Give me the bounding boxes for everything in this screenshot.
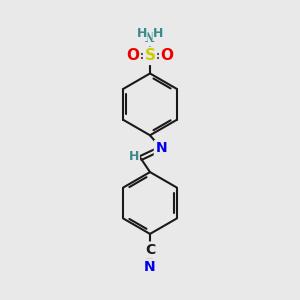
Text: H: H	[129, 150, 139, 163]
Text: N: N	[144, 260, 156, 274]
Text: H: H	[136, 28, 147, 40]
Text: O: O	[160, 48, 174, 63]
Text: O: O	[126, 48, 140, 63]
Text: C: C	[145, 243, 155, 257]
Text: N: N	[155, 141, 167, 155]
Text: N: N	[144, 31, 156, 44]
Text: S: S	[145, 48, 155, 63]
Text: H: H	[153, 28, 164, 40]
